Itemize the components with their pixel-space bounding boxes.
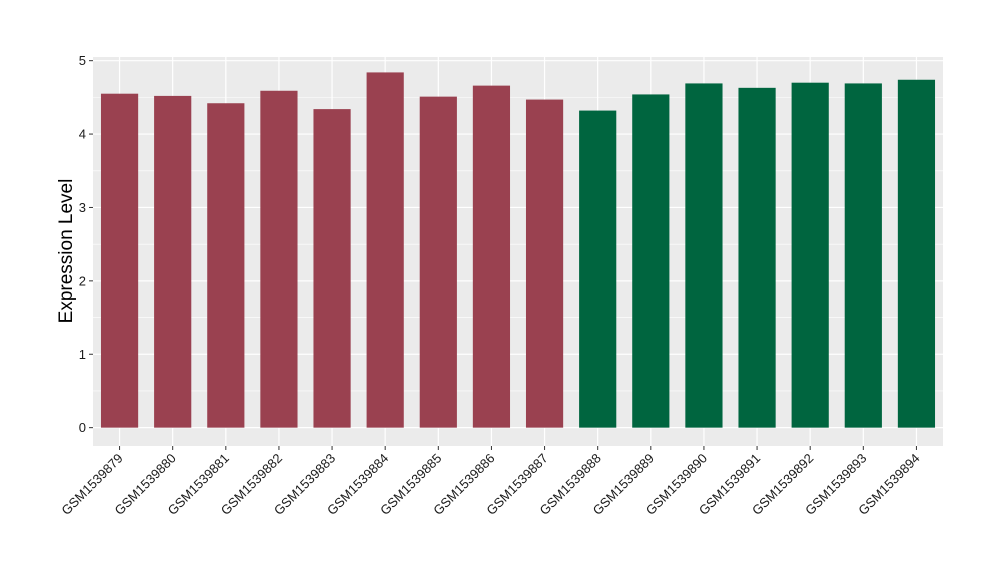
y-tick-label: 2: [79, 273, 86, 288]
x-axis: GSM1539879GSM1539880GSM1539881GSM1539882…: [58, 446, 923, 518]
y-axis-title: Expression Level: [56, 179, 77, 324]
y-tick-label: 5: [79, 53, 86, 68]
y-tick-label: 0: [79, 420, 86, 435]
bar-GSM1539888: [579, 110, 617, 428]
bar-GSM1539890: [685, 83, 723, 428]
bar-GSM1539882: [260, 90, 298, 428]
bar-GSM1539884: [366, 72, 404, 428]
y-tick-label: 4: [79, 127, 86, 142]
bars: [100, 72, 936, 428]
bar-GSM1539886: [472, 85, 511, 428]
y-axis: 0 1 2 3 4 5: [79, 53, 93, 435]
bar-GSM1539892: [791, 82, 829, 428]
bar-GSM1539894: [897, 79, 936, 428]
bar-GSM1539885: [419, 96, 457, 428]
bar-GSM1539879: [100, 93, 139, 428]
y-tick-label: 3: [79, 200, 86, 215]
bar-GSM1539891: [738, 87, 776, 428]
bar-GSM1539883: [313, 109, 351, 428]
bar-GSM1539887: [525, 99, 564, 428]
bar-GSM1539881: [207, 103, 245, 428]
bar-GSM1539889: [632, 94, 670, 428]
bar-GSM1539893: [844, 83, 882, 428]
bar-GSM1539880: [154, 95, 192, 428]
y-tick-label: 1: [79, 347, 86, 362]
